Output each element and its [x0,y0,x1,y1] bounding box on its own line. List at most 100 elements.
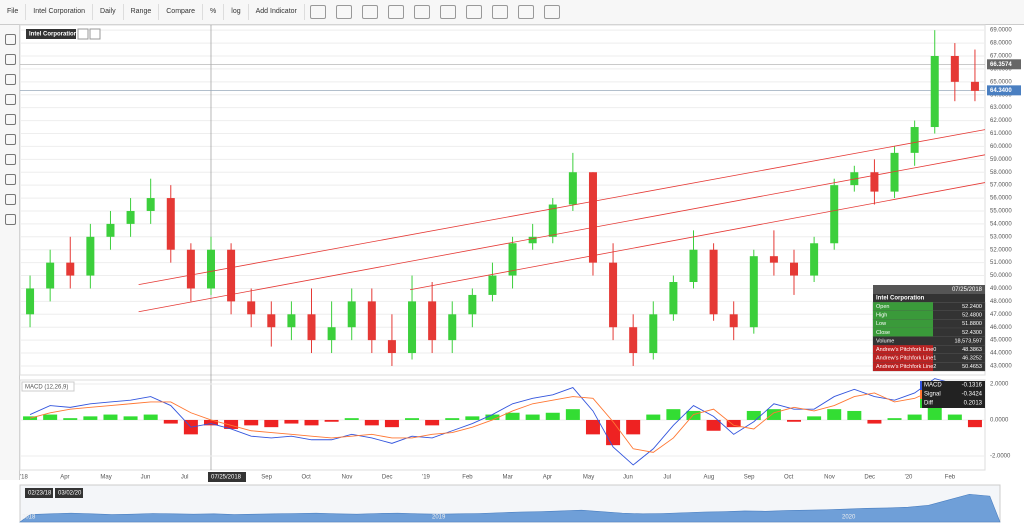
tool[interactable] [5,54,16,65]
toolbar-icon[interactable] [413,5,430,19]
price-tag-label: 64.3400 [990,88,1012,94]
toolbar-icon[interactable] [361,5,378,19]
panel-label-box [21,381,75,392]
tool[interactable] [5,174,16,185]
x-tick-label: Dec [382,475,393,481]
y-tick-label: 56.0000 [990,196,1012,202]
tool[interactable] [5,74,16,85]
candle-body [709,249,718,315]
histogram-bar [43,414,58,420]
x-tick-label: Mar [503,475,513,481]
legend-row [920,381,985,390]
tooltip-label-cell [873,345,933,354]
candle-body [568,172,577,205]
toolbar-item[interactable]: File [0,4,27,20]
candle-body [267,314,276,328]
toolbar-icon[interactable] [465,5,482,19]
toolbar-icon[interactable] [309,5,326,19]
toolbar-item[interactable]: Range [124,4,160,20]
toolbar-icon[interactable] [335,5,352,19]
candle-body [629,327,638,354]
tool[interactable] [5,34,16,45]
pitchfork-line [138,129,986,285]
histogram-bar [264,419,279,428]
x-tick-label: Jul [181,475,189,481]
candle-body [126,210,135,224]
histogram-bar [425,419,440,426]
date-start: 02/23/18 [28,491,52,497]
histogram-bar [746,410,761,420]
histogram-bar [907,414,922,420]
tool[interactable] [5,114,16,125]
toolbar-item[interactable]: Daily [93,4,124,20]
x-tick-label: Apr [543,475,552,481]
toolbar-item[interactable]: Compare [159,4,204,20]
navigator-label: 2019 [432,515,446,521]
toolbar-item[interactable]: Add Indicator [249,4,305,20]
tooltip-label: Open [876,304,889,310]
toolbar-icon[interactable] [387,5,404,19]
tooltip-value: 18,573,597 [954,338,982,344]
histogram-bar [686,410,701,420]
x-tick-label: Sep [261,475,272,481]
tool[interactable] [5,154,16,165]
toolbar-icon[interactable] [543,5,560,19]
tool[interactable] [5,94,16,105]
histogram-bar [284,419,299,424]
candle-body [307,314,316,341]
toolbar-item[interactable]: log [224,4,249,20]
legend-swatch [920,381,922,390]
y-tick-label: 55.0000 [990,209,1012,215]
tooltip-label: Close [876,330,890,336]
tool[interactable] [5,194,16,205]
candle-body [790,262,799,276]
histogram-bar [445,418,460,420]
tooltip-label-cell [873,302,933,311]
y-tick-label: 51.0000 [990,260,1012,266]
toolbar-item[interactable]: % [203,4,225,20]
histogram-bar [344,418,359,420]
tool[interactable] [5,134,16,145]
y-tick-label: 53.0000 [990,234,1012,240]
y-tick-label: 50.0000 [990,273,1012,279]
y-tick-label: 0.0000 [990,418,1009,424]
histogram-bar [103,414,118,420]
candle-body [428,301,437,341]
price-tag [987,85,1021,96]
x-tick-label: Apr [60,475,69,481]
toolbar: File Intel Corporation Daily Range Compare% l… [0,0,1024,25]
histogram-bar [706,419,721,431]
toolbar-icon[interactable] [439,5,456,19]
y-tick-label: 65.0000 [990,79,1012,85]
candle-body [609,262,618,328]
y-tick-label: 52.0000 [990,247,1012,253]
tool[interactable] [5,214,16,225]
y-tick-label: 59.0000 [990,157,1012,163]
histogram-bar [726,419,741,428]
histogram-bar [123,416,138,420]
tooltip-value: 52.2400 [962,304,982,310]
legend-swatch [920,399,922,408]
toolbar-item[interactable]: Intel Corporation [26,4,94,20]
legend-row [920,390,985,399]
toolbar-icon[interactable] [491,5,508,19]
histogram-bar [143,414,158,420]
y-tick-label: 68.0000 [990,41,1012,47]
legend-name: Signal [924,392,941,398]
macd-panel [19,379,986,471]
legend-row [920,399,985,408]
histogram-bar [887,418,902,420]
tooltip-row [872,345,986,354]
y-tick-label: 57.0000 [990,183,1012,189]
x-tick-label: Dec [864,475,875,481]
toolbar-icon[interactable] [517,5,534,19]
y-tick-label: 46.0000 [990,325,1012,331]
y-tick-label: 48.0000 [990,299,1012,305]
legend-value: 0.2013 [964,401,983,407]
tooltip-row [872,319,986,329]
price-tag-label: 66.3574 [990,62,1012,68]
histogram-bar [847,410,862,420]
candle-body [669,282,678,315]
tooltip-value: 51.8800 [962,321,982,327]
date-input [55,488,83,498]
